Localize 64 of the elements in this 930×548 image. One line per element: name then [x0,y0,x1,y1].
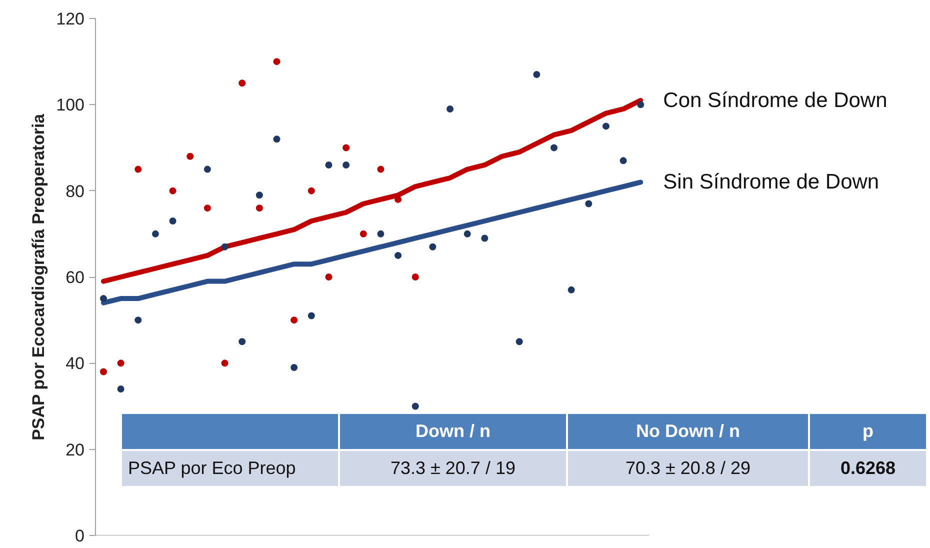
point [290,316,298,324]
point [204,166,211,173]
point [152,230,159,238]
point [377,166,384,173]
point [186,152,194,160]
point [412,274,419,280]
point [308,187,315,194]
point [256,204,263,212]
point [377,230,384,238]
point [516,338,523,346]
point [117,386,124,393]
point [273,58,280,66]
point [100,295,107,302]
point [221,243,228,250]
point [308,312,315,320]
point [429,243,436,250]
series-label: Con Síndrome de Down [663,88,888,112]
point [169,187,176,194]
point [342,144,350,152]
point [533,71,540,78]
point [256,192,263,199]
annotation: PSAP por Eco Preop [121,450,339,487]
annotation: No Down / n [567,413,809,450]
point [620,157,627,164]
point [446,105,454,112]
y-tick-label: 0 [75,526,85,546]
y-tick-label: 60 [66,268,85,287]
series-label: Sin Síndrome de Down [663,170,880,194]
text: 0.6268 [840,458,896,478]
point [585,200,592,208]
point [134,166,142,173]
point [637,101,644,108]
annotation: 73.3 ± 20.7 / 19 [339,450,567,487]
point [325,161,332,168]
point [134,316,142,324]
point [481,234,488,242]
point [221,360,228,367]
point [412,402,419,410]
y-axis-title: PSAP por Ecocardiografía Preoperatoria [29,113,48,440]
annotation: 70.3 ± 20.8 / 29 [567,450,809,487]
point [394,252,402,259]
point [169,218,176,224]
point [464,230,471,238]
point [204,204,211,212]
text: p [862,420,874,441]
point [238,80,246,87]
point [550,144,558,152]
y-tick-label: 20 [66,440,85,460]
point [325,274,332,280]
point [394,196,402,203]
point [360,230,367,238]
y-tick-label: 120 [56,10,85,28]
point [238,338,246,346]
point [342,161,350,168]
annotation: Down / n [339,413,567,450]
point [273,136,280,143]
point [290,364,298,371]
y-tick-label: 100 [56,96,85,115]
point [602,122,610,130]
point [100,368,107,376]
point [568,286,575,294]
y-tick-label: 80 [66,182,85,201]
y-tick-label: 40 [66,354,85,374]
point [117,360,124,367]
